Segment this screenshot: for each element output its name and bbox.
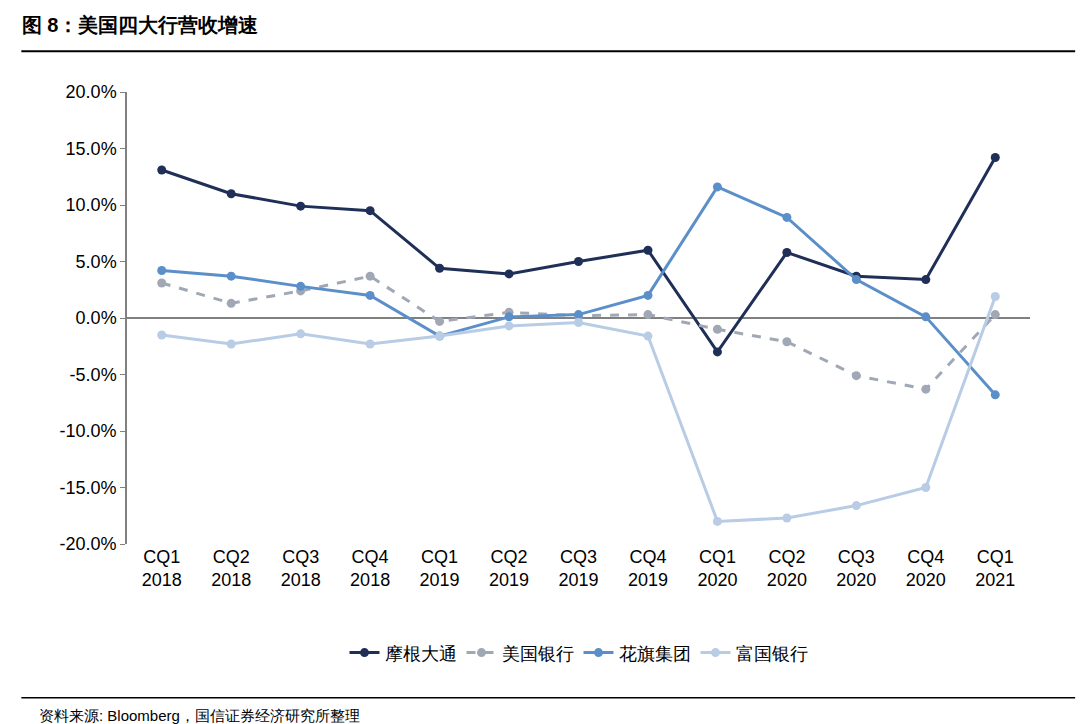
svg-text:5.0%: 5.0%	[76, 252, 117, 272]
svg-text:富国银行: 富国银行	[736, 644, 808, 664]
svg-text:CQ42019: CQ42019	[628, 547, 668, 590]
svg-text:0.0%: 0.0%	[76, 308, 117, 328]
svg-text:-15.0%: -15.0%	[60, 478, 117, 498]
svg-text:图 8：美国四大行营收增速: 图 8：美国四大行营收增速	[22, 14, 259, 36]
svg-text:美国银行: 美国银行	[502, 644, 574, 664]
svg-text:CQ12021: CQ12021	[975, 547, 1015, 590]
svg-text:花旗集团: 花旗集团	[619, 644, 691, 664]
svg-text:CQ42018: CQ42018	[350, 547, 390, 590]
svg-text:CQ12019: CQ12019	[420, 547, 460, 590]
svg-text:15.0%: 15.0%	[66, 139, 117, 159]
svg-text:20.0%: 20.0%	[66, 82, 117, 102]
svg-text:-5.0%: -5.0%	[70, 365, 117, 385]
svg-text:-20.0%: -20.0%	[60, 534, 117, 554]
svg-text:CQ12020: CQ12020	[697, 547, 737, 590]
svg-text:-10.0%: -10.0%	[60, 421, 117, 441]
svg-text:CQ22018: CQ22018	[211, 547, 251, 590]
svg-text:资料来源: Bloomberg，国信证券经济研究所整理: 资料来源: Bloomberg，国信证券经济研究所整理	[39, 707, 360, 724]
svg-text:CQ22019: CQ22019	[489, 547, 529, 590]
svg-text:CQ32019: CQ32019	[558, 547, 598, 590]
svg-text:CQ22020: CQ22020	[767, 547, 807, 590]
svg-text:10.0%: 10.0%	[66, 195, 117, 215]
svg-text:CQ32020: CQ32020	[836, 547, 876, 590]
svg-text:CQ42020: CQ42020	[906, 547, 946, 590]
svg-text:摩根大通: 摩根大通	[385, 644, 457, 664]
svg-text:CQ32018: CQ32018	[281, 547, 321, 590]
svg-text:CQ12018: CQ12018	[142, 547, 182, 590]
